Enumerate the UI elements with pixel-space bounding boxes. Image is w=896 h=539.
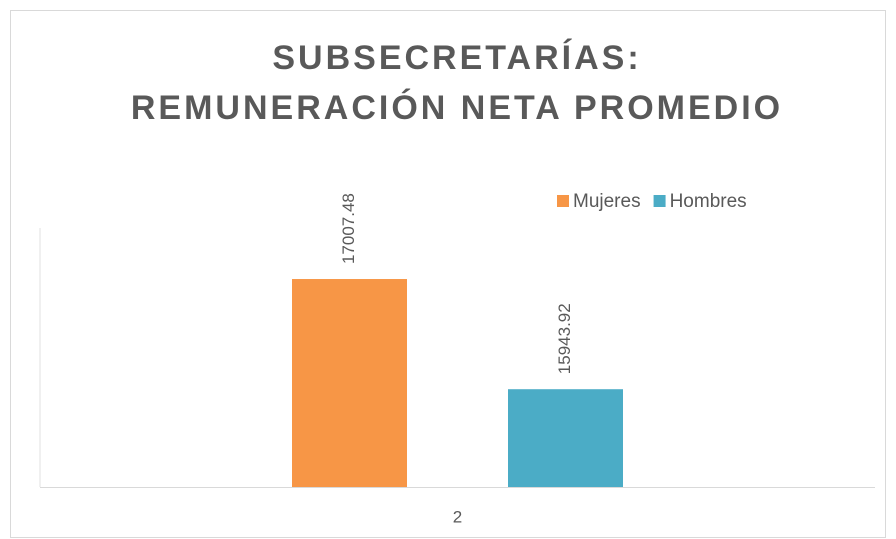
value-label: 15943.92 <box>555 303 574 374</box>
legend-swatch <box>557 195 569 207</box>
bar <box>508 389 623 487</box>
chart-title: REMUNERACIÓN NETA PROMEDIO <box>131 89 783 127</box>
value-label: 17007.48 <box>339 193 358 264</box>
bar <box>292 279 407 487</box>
x-tick-label: 2 <box>453 507 462 526</box>
chart-title: SUBSECRETARÍAS: <box>272 39 641 77</box>
legend-swatch <box>653 195 666 207</box>
legend-label: Mujeres <box>573 191 641 212</box>
legend-label: Hombres <box>670 191 747 212</box>
chart-border <box>10 10 886 538</box>
